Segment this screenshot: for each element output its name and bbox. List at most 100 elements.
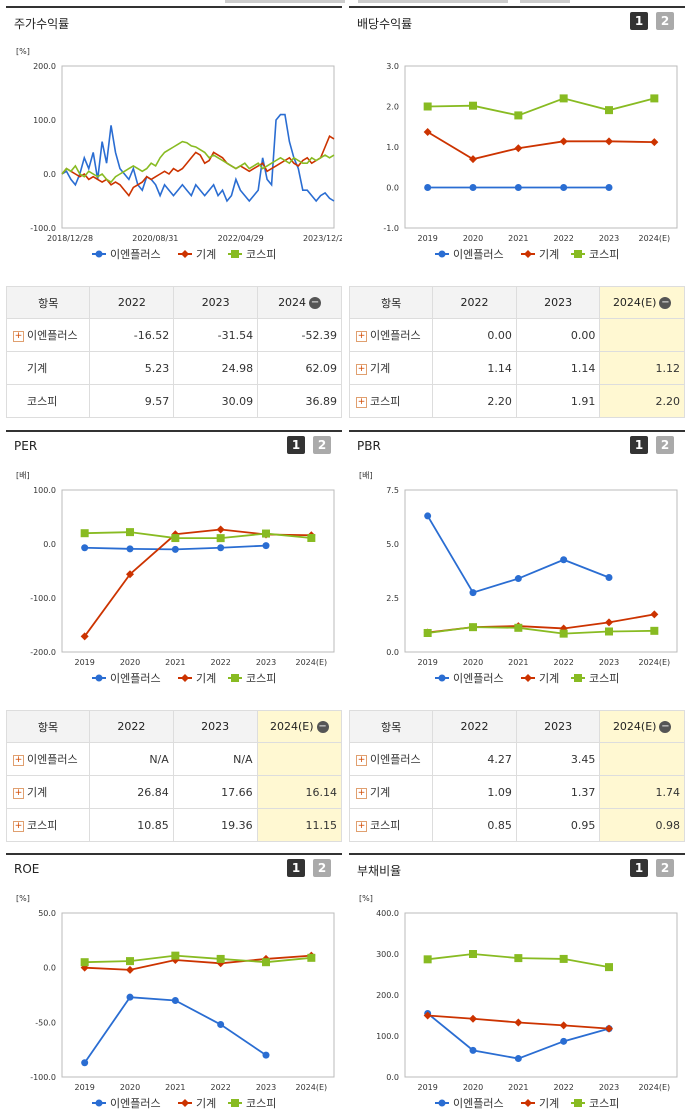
legend-marker [95,250,103,258]
chart-mode-1-button[interactable]: 1 [630,12,648,30]
x-tick-label: 2023 [599,658,619,667]
y-tick-label: 50.0 [38,909,56,918]
x-tick-label: 2022 [210,1083,230,1092]
x-tick-label: 2023 [256,1083,276,1092]
legend-item[interactable]: 이엔플러스 [435,672,504,685]
expand-icon[interactable]: + [356,754,367,766]
data-point [126,528,134,537]
legend-label: 이엔플러스 [110,248,161,261]
y-tick-label: 3.0 [386,62,399,71]
legend-marker [438,674,446,682]
legend-item[interactable]: 기계 [178,1097,216,1110]
legend-item[interactable]: 기계 [521,1097,559,1110]
panel-title: PER [14,439,38,453]
chart-mode-1-button[interactable]: 1 [287,859,305,877]
header-label: 2022 [460,296,489,309]
table-cell: 0.00 [515,318,601,352]
y-tick-label: 100.0 [33,486,56,495]
x-tick-label: 2024(E) [296,1083,328,1092]
table-header-cell: 2023 [515,286,601,319]
legend-item[interactable]: 이엔플러스 [435,248,504,261]
collapse-icon[interactable]: − [316,721,329,733]
legend-item[interactable]: 이엔플러스 [92,1097,161,1110]
data-point [514,954,523,963]
expand-icon[interactable]: + [356,363,367,375]
table-cell: 0.98 [599,808,685,842]
chart-mode-2-button[interactable]: 2 [656,859,674,877]
table-row: + 기계 1.14 1.14 1.12 [348,351,685,385]
expand-icon[interactable]: + [356,396,367,408]
x-tick-label: 2023/12/28 [303,234,342,243]
expand-icon[interactable]: + [13,754,24,766]
legend-item[interactable]: 기계 [178,672,216,685]
y-tick-label: -200.0 [30,648,56,657]
expand-icon[interactable]: + [13,820,24,832]
y-tick-label: 0.0 [386,648,399,657]
table-row: + 코스피 10.85 19.36 11.15 [6,808,343,842]
legend-item[interactable]: 기계 [521,672,559,685]
collapse-icon[interactable]: − [309,297,322,309]
x-tick-label: 2023 [599,1083,619,1092]
y-tick-label: 7.5 [386,486,399,495]
table-row: + 이엔플러스 0.00 0.00 [348,318,685,352]
table-header-cell: 2023 [172,710,258,743]
legend-label: 기계 [539,1097,559,1110]
data-point [514,623,523,632]
y-tick-label: -100.0 [30,594,56,603]
y-unit-label: [배] [359,471,373,480]
top-strip [225,0,345,3]
legend-label: 코스피 [246,672,276,685]
chart-mode-2-button[interactable]: 2 [313,859,331,877]
expand-icon[interactable]: + [13,330,24,342]
chart-mode-1-button[interactable]: 1 [630,436,648,454]
collapse-icon[interactable]: − [659,721,672,733]
legend-label: 기계 [196,1097,216,1110]
legend-item[interactable]: 코스피 [228,672,276,685]
legend-item[interactable]: 이엔플러스 [92,672,161,685]
data-point [423,102,432,111]
expand-icon[interactable]: + [356,820,367,832]
row-label: 이엔플러스 [370,753,421,766]
legend-marker [524,674,532,682]
chart-mode-1-button[interactable]: 1 [630,859,648,877]
data-point [605,573,613,581]
legend-item[interactable]: 코스피 [571,1097,619,1110]
row-label: 코스피 [370,819,401,832]
chart-mode-2-button[interactable]: 2 [313,436,331,454]
expand-icon[interactable]: + [13,787,24,799]
data-point [514,111,523,120]
chart-mode-2-button[interactable]: 2 [656,12,674,30]
table-cell: 1.12 [599,351,685,385]
legend-item[interactable]: 코스피 [571,248,619,261]
legend-marker [574,250,582,258]
chart-mode-2-button[interactable]: 2 [656,436,674,454]
legend-item[interactable]: 코스피 [228,248,276,261]
expand-icon[interactable]: + [356,787,367,799]
x-tick-label: 2024(E) [639,1083,671,1092]
x-tick-label: 2021 [508,234,528,243]
x-tick-label: 2022 [553,1083,573,1092]
table-cell: 5.23 [89,351,175,385]
panel-stock-return: 주가수익률 [%] 200.0 100.0 0.0 -100.0 2018/12/28 20… [6,6,342,268]
collapse-icon[interactable]: − [659,297,672,309]
y-unit-label: [배] [16,471,30,480]
expand-icon[interactable]: + [356,330,367,342]
data-point [560,1037,568,1045]
legend-item[interactable]: 기계 [521,248,559,261]
legend-item[interactable]: 코스피 [228,1097,276,1110]
row-label-cell: + 기계 [348,351,434,385]
data-point [262,529,270,538]
legend-item[interactable]: 코스피 [571,672,619,685]
series-이엔플러스 [424,184,613,191]
chart-mode-1-button[interactable]: 1 [287,436,305,454]
panel-pbr: PBR 1 2 [배] 7.5 5.0 2.5 0.0 2019 2020 2021 2022 2… [349,430,685,692]
dividend-yield-chart: 3.0 2.0 1.0 0.0 -1.0 2019 2020 2021 2022 2023 2024… [383,62,678,261]
series-line [427,131,655,161]
legend-item[interactable]: 기계 [178,248,216,261]
series-기계 [423,1011,613,1033]
data-point [560,184,568,191]
data-point [171,951,180,960]
legend-marker [181,250,189,258]
legend-item[interactable]: 이엔플러스 [92,248,161,261]
legend-item[interactable]: 이엔플러스 [435,1097,504,1110]
